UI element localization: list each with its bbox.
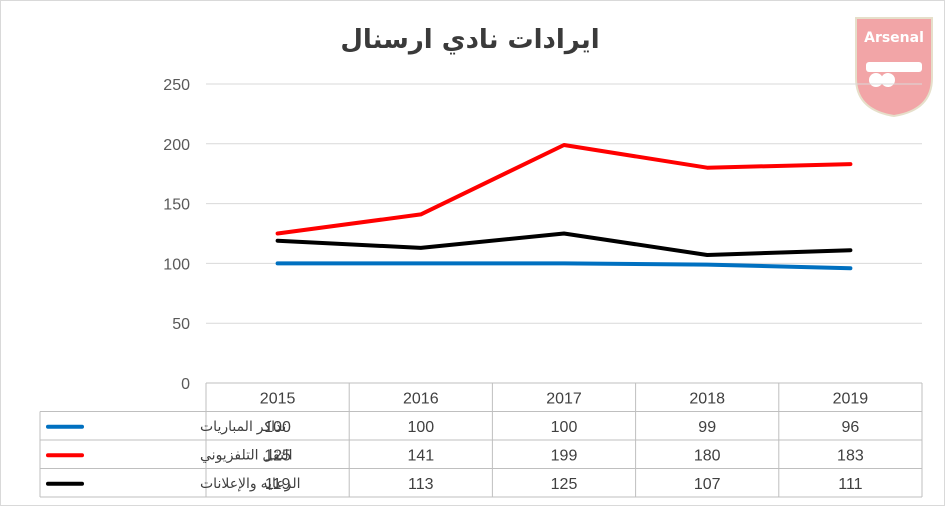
y-tick-label: 150	[163, 197, 190, 214]
y-tick-label: 250	[163, 77, 190, 94]
data-label: 180	[694, 447, 721, 464]
data-label: 183	[837, 447, 864, 464]
series-line-0	[275, 261, 853, 271]
y-tick-label: 0	[181, 376, 190, 393]
legend-label: الرعايه والإعلانات	[200, 475, 300, 492]
data-label: 100	[407, 419, 434, 436]
arsenal-crest-icon: Arsenal	[855, 17, 933, 118]
y-axis-ticks: 0 50 100 150 200 250	[163, 77, 190, 393]
data-label: 113	[408, 476, 434, 493]
data-label: 99	[698, 419, 716, 436]
y-tick-label: 50	[172, 316, 190, 333]
x-tick-label: 2019	[833, 390, 869, 407]
data-label: 125	[551, 476, 578, 493]
data-label: 107	[694, 476, 721, 493]
logo-text: Arsenal	[864, 30, 924, 46]
data-label: 100	[264, 419, 291, 436]
data-label: 119	[265, 476, 291, 493]
y-tick-label: 200	[163, 137, 190, 154]
series-line-1	[275, 143, 853, 236]
data-label: 100	[551, 419, 578, 436]
data-label: 141	[407, 447, 434, 464]
data-label: 96	[842, 419, 860, 436]
x-tick-label: 2017	[546, 390, 582, 407]
y-tick-label: 100	[163, 256, 190, 273]
series-line-2	[275, 231, 853, 257]
legend-label: تذاكر المباريات	[200, 418, 286, 435]
x-tick-label: 2015	[260, 390, 296, 407]
x-tick-label: 2016	[403, 390, 439, 407]
legend-label: النقل التلفزيوني	[200, 446, 292, 463]
data-label: 111	[838, 476, 862, 493]
gridlines	[206, 83, 922, 324]
data-label: 199	[551, 447, 578, 464]
series-lines	[275, 143, 853, 271]
chart-title: ايرادات نادي ارسنال	[340, 25, 599, 55]
x-tick-label: 2018	[689, 390, 725, 407]
data-label: 125	[264, 447, 291, 464]
